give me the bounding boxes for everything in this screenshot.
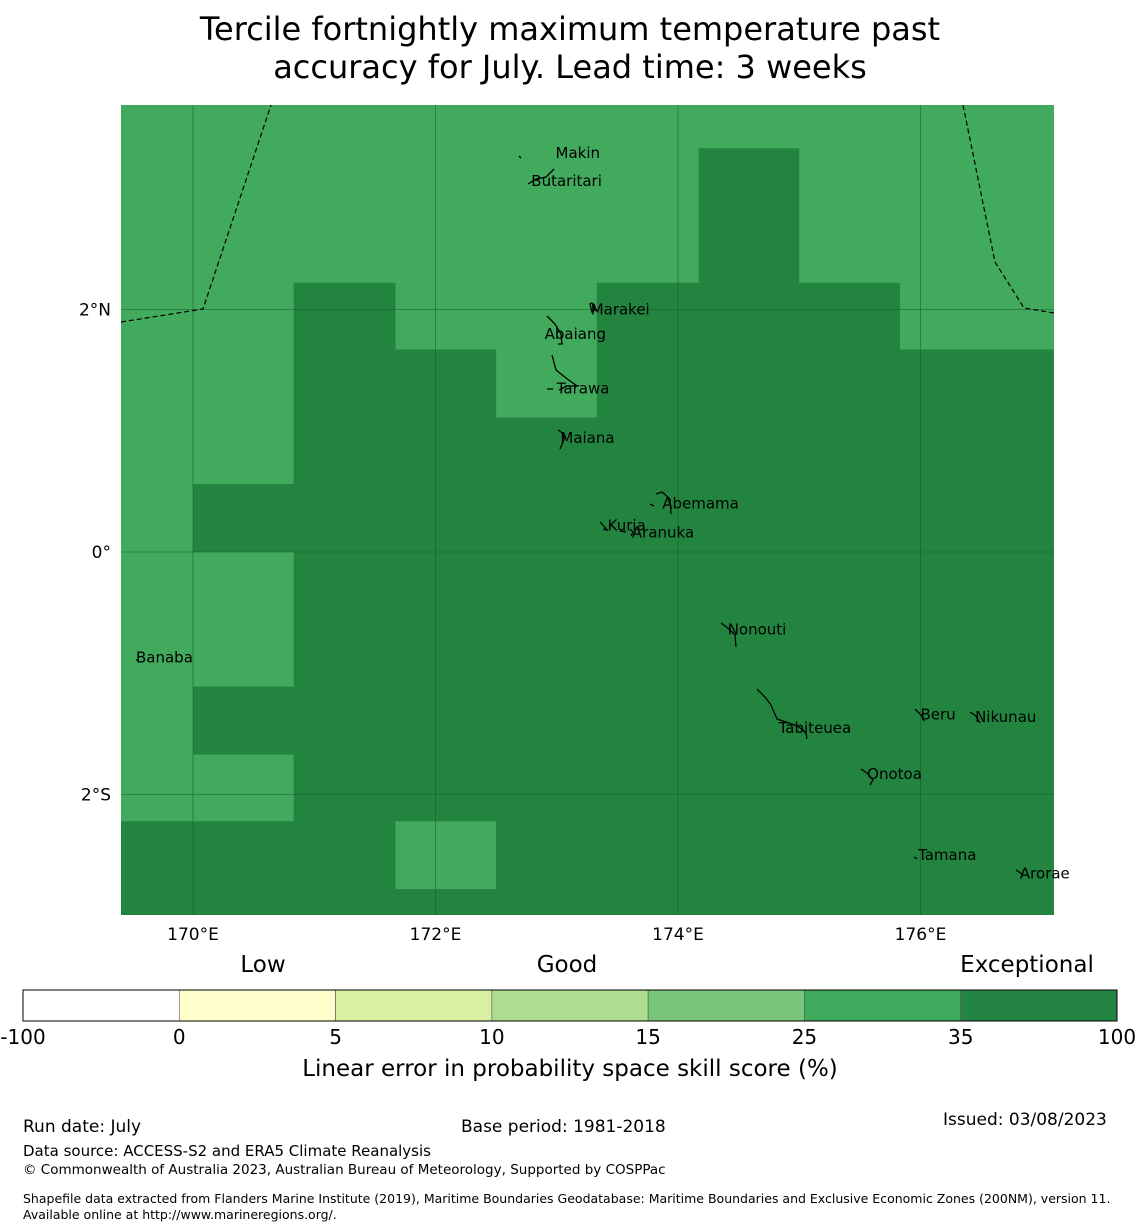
makin-outline	[518, 155, 522, 159]
colorbar-tick-label: 0	[173, 1025, 186, 1049]
skill-cell-exceptional	[293, 552, 1054, 687]
abemama-outline	[649, 491, 672, 515]
tabiteuea-outline	[756, 688, 808, 740]
colorbar-tick-label: 5	[329, 1025, 342, 1049]
skill-cell-exceptional	[496, 821, 1054, 890]
eez-boundaries	[121, 105, 1054, 323]
colorbar-bin	[960, 989, 1118, 1022]
marakei-outline	[589, 302, 596, 314]
island-label: Banaba	[136, 648, 193, 666]
title-line-1: Tercile fortnightly maximum temperature …	[199, 10, 941, 48]
skill-cell-exceptional	[293, 349, 497, 418]
graticule	[121, 105, 1054, 915]
maiana-outline	[557, 429, 565, 450]
colorbar-axis-label: Linear error in probability space skill …	[302, 1056, 838, 1082]
lon-tick-label: 176°E	[895, 925, 947, 945]
map-figure: Makin Butaritari Marakei Abaiang Tarawa Maian…	[0, 105, 1136, 1082]
island-label: Tarawa	[556, 379, 610, 397]
lat-tick-label: 2°N	[79, 301, 111, 321]
skill-cell-exceptional	[596, 282, 900, 350]
lon-tick-label: 170°E	[167, 925, 219, 945]
copyright: © Commonwealth of Australia 2023, Austra…	[23, 1162, 666, 1178]
colorbar	[22, 989, 1118, 1022]
skill-cell-exceptional	[121, 821, 396, 890]
onotoa-outline	[860, 768, 874, 786]
arorae-outline	[1015, 869, 1023, 875]
colorbar-bin	[335, 989, 493, 1022]
issued-date: Issued: 03/08/2023	[943, 1110, 1107, 1130]
island-label: Kuria	[608, 516, 646, 534]
colorbar-frame	[22, 989, 1118, 1022]
legend: Low Good Exceptional -100 0 5 10 15 25 35 100 L…	[0, 952, 1136, 1082]
lon-tick-label: 172°E	[410, 925, 462, 945]
legend-category-low: Low	[240, 952, 285, 978]
colorbar-tick-label: 25	[792, 1025, 817, 1049]
base-period: Base period: 1981-2018	[461, 1117, 666, 1137]
colorbar-tick-label: 15	[635, 1025, 660, 1049]
data-source: Data source: ACCESS-S2 and ERA5 Climate …	[23, 1142, 431, 1160]
island-labels: Makin Butaritari Marakei Abaiang Tarawa Maian…	[136, 144, 1070, 882]
tarawa-outline	[547, 354, 579, 391]
colorbar-ticks: -100 0 5 10 15 25 35 100	[0, 1025, 1136, 1049]
island-label: Onotoa	[867, 765, 922, 783]
island-label: Makin	[556, 144, 601, 162]
nonouti-outline	[720, 622, 737, 648]
skill-cell-exceptional	[293, 417, 1054, 485]
skill-grid	[121, 148, 1054, 915]
title-line-2: accuracy for July. Lead time: 3 weeks	[273, 48, 867, 86]
map-axis-labels: 170°E 172°E 174°E 176°E 2°N 0° 2°S	[79, 301, 946, 946]
skill-cell-exceptional	[121, 889, 1054, 915]
skill-cell-exceptional	[698, 148, 800, 283]
lon-tick-label: 174°E	[652, 925, 704, 945]
aranuka-outline	[619, 528, 634, 537]
colorbar-bin	[491, 989, 649, 1022]
island-label: Arorae	[1020, 864, 1070, 882]
run-date: Run date: July	[23, 1117, 142, 1137]
colorbar-tick-label: 10	[479, 1025, 504, 1049]
island-label: Nikunau	[975, 708, 1036, 726]
island-label: Beru	[921, 705, 956, 723]
nikunau-outline	[969, 711, 981, 724]
island-label: Abemama	[662, 495, 739, 513]
lat-tick-label: 0°	[92, 543, 111, 563]
island-outlines	[136, 155, 1023, 875]
island-label: Tamana	[917, 846, 976, 864]
island-label: Aranuka	[632, 524, 694, 542]
island-label: Marakei	[591, 301, 650, 319]
skill-cell-exceptional	[596, 349, 1054, 418]
skill-cell-exceptional	[293, 754, 1054, 822]
legend-category-exceptional: Exceptional	[960, 952, 1094, 978]
eez-boundary-east	[962, 105, 1054, 314]
island-label: Abaiang	[545, 325, 606, 343]
colorbar-bin	[178, 989, 336, 1022]
lat-tick-label: 2°S	[81, 786, 111, 806]
island-label: Butaritari	[531, 172, 602, 190]
skill-cell-exceptional	[293, 282, 396, 350]
eez-boundary-west	[121, 105, 272, 323]
beru-outline	[914, 708, 925, 722]
abaiang-outline	[546, 315, 563, 345]
tamana-outline	[913, 856, 918, 860]
map-title: Tercile fortnightly maximum temperature …	[0, 10, 1140, 86]
island-label: Maiana	[560, 429, 614, 447]
colorbar-tick-label: 35	[948, 1025, 973, 1049]
skill-cell-exceptional	[193, 484, 1054, 552]
butaritari-outline	[527, 168, 555, 185]
colorbar-tick-label: -100	[0, 1025, 45, 1049]
colorbar-bin	[804, 989, 962, 1022]
colorbar-bin	[647, 989, 805, 1022]
island-label: Tabiteuea	[778, 719, 852, 737]
kuria-outline	[599, 521, 609, 532]
skill-cell-exceptional	[193, 686, 1054, 755]
shapefile-credit: Shapefile data extracted from Flanders M…	[23, 1191, 1111, 1222]
colorbar-tick-label: 100	[1098, 1025, 1136, 1049]
island-label: Nonouti	[728, 621, 787, 639]
legend-category-good: Good	[537, 952, 598, 978]
colorbar-bin	[22, 989, 180, 1022]
